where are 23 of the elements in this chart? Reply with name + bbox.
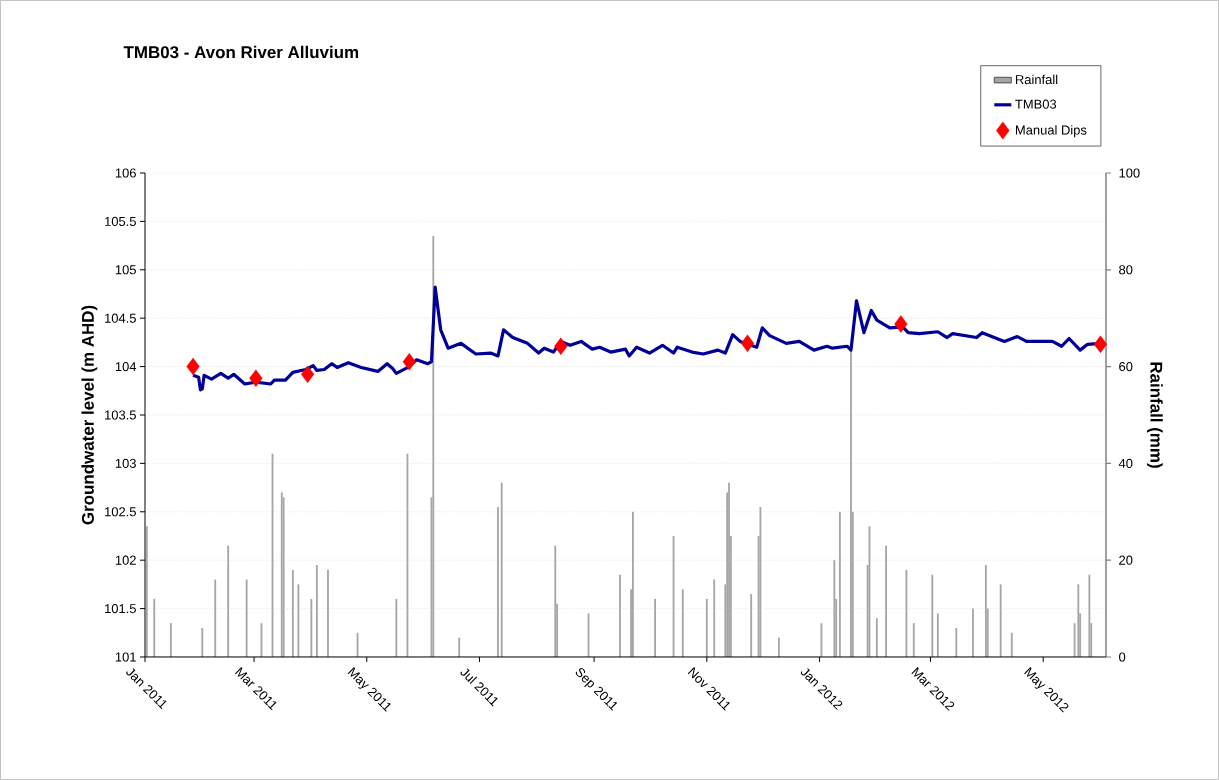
legend-label: Manual Dips [1015,125,1087,138]
y-tick-label: 101.5 [105,604,136,614]
y2-tick-label: 80 [1119,265,1133,275]
y-tick-label: 105.5 [105,216,136,226]
y-tick-label: 103 [115,458,136,468]
legend-label: Rainfall [1015,74,1058,85]
y-axis-title: Groundwater level (m AHD) [81,305,98,525]
y-tick-label: 103.5 [105,410,136,420]
y2-axis-title: Rainfall (mm) [1146,362,1163,468]
legend-label: TMB03 [1015,99,1057,109]
y-tick-label: 104 [115,362,137,372]
y-tick-label: 104.5 [105,313,136,323]
y-tick-label: 102.5 [105,507,136,517]
y-tick-label: 105 [115,265,136,275]
y2-tick-label: 100 [1119,168,1140,178]
y-tick-label: 101 [115,652,136,662]
y-tick-label: 102 [115,555,136,565]
chart-title: TMB03 - Avon River Alluvium [123,45,359,59]
y2-tick-label: 40 [1118,458,1133,468]
y2-tick-label: 0 [1119,652,1126,662]
y2-tick-label: 60 [1119,361,1133,372]
y2-tick-label: 20 [1119,555,1133,565]
y-tick-label: 106 [115,168,136,178]
